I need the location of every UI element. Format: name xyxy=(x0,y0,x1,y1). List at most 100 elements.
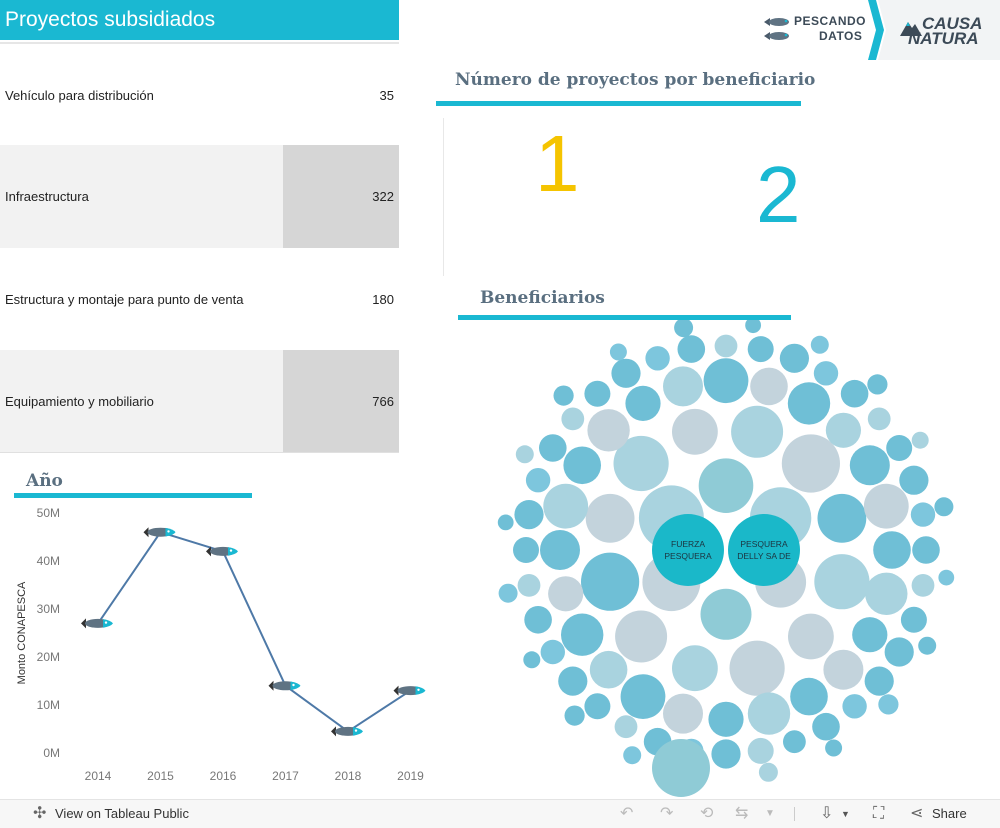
beneficiary-bubble[interactable] xyxy=(938,569,955,586)
table-row[interactable]: Equipamiento y mobiliario 766 xyxy=(0,350,399,453)
beneficiary-bubble[interactable] xyxy=(663,366,703,407)
table-row[interactable]: Infraestructura 322 xyxy=(0,145,399,248)
beneficiary-bubble[interactable] xyxy=(731,405,784,458)
beneficiary-bubble[interactable] xyxy=(934,497,954,517)
count-value-2[interactable]: 2 xyxy=(756,150,801,239)
beneficiary-bubble[interactable] xyxy=(865,572,908,615)
beneficiary-bubble[interactable] xyxy=(703,358,749,404)
fish-icon[interactable] xyxy=(331,726,363,737)
beneficiary-bubble[interactable] xyxy=(884,637,914,667)
beneficiary-bubble[interactable] xyxy=(878,694,899,715)
beneficiary-bubble[interactable] xyxy=(553,385,574,406)
beneficiary-bubble[interactable] xyxy=(540,639,565,665)
beneficiary-bubble[interactable] xyxy=(525,468,551,493)
beneficiary-bubble[interactable] xyxy=(645,346,670,371)
beneficiary-bubble[interactable] xyxy=(558,666,588,696)
refresh-icon[interactable]: ⇆ xyxy=(735,805,749,822)
redo-icon[interactable]: ↷ xyxy=(660,805,674,822)
beneficiary-bubble[interactable] xyxy=(587,409,630,452)
view-on-tableau-link[interactable]: View on Tableau Public xyxy=(55,806,189,821)
beneficiary-bubble[interactable] xyxy=(810,335,829,354)
beneficiary-bubble[interactable] xyxy=(585,493,635,543)
beneficiary-bubble[interactable] xyxy=(813,361,839,386)
beneficiary-bubble[interactable] xyxy=(672,645,718,692)
beneficiary-bubble[interactable] xyxy=(700,588,752,640)
beneficiary-bubble[interactable] xyxy=(747,692,791,735)
beneficiary-bubble-labeled[interactable]: FUERZA PESQUERA xyxy=(652,514,724,586)
beneficiary-bubble[interactable] xyxy=(852,617,888,653)
beneficiary-bubble[interactable] xyxy=(886,435,913,461)
fish-icon[interactable] xyxy=(393,685,426,696)
beneficiary-bubble[interactable] xyxy=(674,320,694,338)
beneficiary-bubble[interactable] xyxy=(611,358,641,388)
beneficiary-bubble[interactable] xyxy=(609,343,627,361)
beneficiary-bubble[interactable] xyxy=(758,762,778,782)
beneficiary-bubble-labeled[interactable]: PESQUERA DELLY SA DE xyxy=(728,514,800,586)
beneficiary-bubble[interactable] xyxy=(814,554,870,610)
beneficiary-bubble[interactable] xyxy=(912,536,940,564)
undo-icon[interactable]: ↶ xyxy=(620,805,634,822)
chevron-down-icon[interactable]: ▼ xyxy=(765,808,775,819)
beneficiary-bubble[interactable] xyxy=(863,483,909,529)
beneficiary-bubble[interactable] xyxy=(584,693,611,720)
beneficiary-bubble[interactable] xyxy=(652,739,710,797)
table-row[interactable]: Estructura y montaje para punto de venta… xyxy=(0,248,399,351)
beneficiary-bubble[interactable] xyxy=(561,407,585,431)
share-button[interactable]: Share xyxy=(932,806,967,821)
beneficiary-bubble[interactable] xyxy=(873,531,911,569)
beneficiary-bubble[interactable] xyxy=(564,705,585,726)
download-dropdown-icon[interactable]: ▼ xyxy=(841,809,850,819)
beneficiary-bubble[interactable] xyxy=(867,407,891,431)
beneficiary-bubble[interactable] xyxy=(672,408,718,455)
beneficiary-bubble[interactable] xyxy=(823,649,864,690)
fish-icon[interactable] xyxy=(81,618,113,629)
beneficiary-bubble[interactable] xyxy=(543,483,589,529)
beneficiary-bubble[interactable] xyxy=(615,610,668,663)
beneficiary-bubble[interactable] xyxy=(911,431,929,449)
beneficiary-bubble[interactable] xyxy=(623,746,642,765)
beneficiary-bubble[interactable] xyxy=(708,701,744,737)
beneficiary-bubble[interactable] xyxy=(911,574,935,597)
beneficiary-bubble[interactable] xyxy=(614,715,638,739)
beneficiary-bubble[interactable] xyxy=(517,574,541,597)
beneficiary-bubble[interactable] xyxy=(524,606,552,634)
beneficiary-bubble[interactable] xyxy=(581,552,640,611)
beneficiary-bubble[interactable] xyxy=(750,367,788,406)
beneficiary-bubble[interactable] xyxy=(663,693,703,734)
year-line-chart[interactable]: 0M 10M 20M 30M 40M 50M Monto CONAPESCA 2014 2015… xyxy=(0,500,440,795)
beneficiary-bubble[interactable] xyxy=(812,712,840,741)
beneficiary-bubble[interactable] xyxy=(747,737,774,764)
beneficiary-bubble[interactable] xyxy=(900,606,927,633)
beneficiary-bubble[interactable] xyxy=(584,380,611,407)
fish-icon[interactable] xyxy=(143,527,176,538)
beneficiary-bubble[interactable] xyxy=(899,465,929,495)
fish-icon[interactable] xyxy=(268,680,301,691)
beneficiary-bubble[interactable] xyxy=(523,651,541,669)
beneficiary-bubble[interactable] xyxy=(842,694,867,719)
beneficiary-bubble[interactable] xyxy=(589,650,628,689)
fish-icon[interactable] xyxy=(206,546,238,557)
beneficiary-bubble[interactable] xyxy=(747,336,774,363)
beneficiary-bubble[interactable] xyxy=(563,446,601,485)
beneficiary-bubble[interactable] xyxy=(540,530,580,570)
fullscreen-icon[interactable]: ⛶ xyxy=(873,805,885,822)
beneficiary-bubble[interactable] xyxy=(548,576,584,612)
beneficiary-bubble[interactable] xyxy=(787,382,831,425)
beneficiary-bubble[interactable] xyxy=(918,636,937,655)
beneficiary-bubble[interactable] xyxy=(714,334,738,358)
beneficiary-bubble[interactable] xyxy=(779,343,809,373)
beneficiary-bubble[interactable] xyxy=(497,514,514,531)
beneficiary-bubble[interactable] xyxy=(625,385,661,421)
share-icon[interactable]: ⋖ xyxy=(910,805,924,822)
beneficiary-bubble[interactable] xyxy=(515,445,534,464)
beneficiary-bubble[interactable] xyxy=(849,445,890,486)
beneficiary-bubble[interactable] xyxy=(711,739,741,769)
beneficiary-bubble[interactable] xyxy=(620,674,666,719)
revert-icon[interactable]: ⟲ xyxy=(700,805,714,822)
beneficiary-bubble[interactable] xyxy=(788,613,834,660)
beneficiary-bubble[interactable] xyxy=(698,458,754,513)
beneficiary-bubble[interactable] xyxy=(864,666,894,696)
count-value-1[interactable]: 1 xyxy=(535,119,580,208)
beneficiary-bubble[interactable] xyxy=(817,493,867,543)
beneficiary-bubble[interactable] xyxy=(745,320,761,334)
